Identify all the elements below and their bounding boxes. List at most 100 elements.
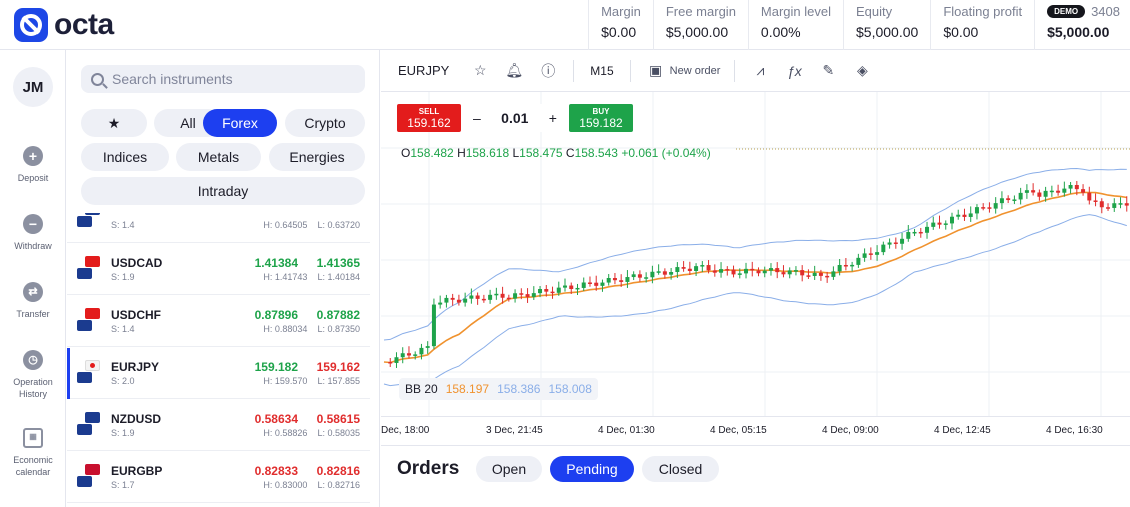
instrument-low: L: 1.40184	[317, 272, 360, 282]
tab-closed[interactable]: Closed	[642, 456, 719, 482]
metric-margin-level: Margin level 0.00%	[747, 0, 843, 50]
new-order-button[interactable]: New order	[669, 64, 721, 77]
candle-body	[712, 270, 717, 273]
timeframe-selector[interactable]: M15	[590, 63, 614, 78]
candle-body	[681, 267, 686, 269]
x-tick: 4 Dec, 16:30	[1046, 425, 1103, 436]
top-bar: octa Margin $0.00 Free margin $5,000.00 Ma…	[0, 0, 1130, 50]
candle-body	[425, 346, 430, 348]
instrument-high-low: H: 1.41743 L: 1.40184	[253, 272, 360, 282]
account-balance: $5,000.00	[1047, 24, 1110, 40]
tab-pending[interactable]: Pending	[550, 456, 634, 482]
instrument-bid[interactable]: 0.87896	[254, 308, 298, 322]
ohlc-o-label: O	[401, 146, 411, 160]
candle-body	[987, 207, 992, 209]
instrument-high: H: 0.58826	[263, 428, 308, 438]
rail-economic-calendar[interactable]: ▦ Economic calendar	[0, 428, 66, 478]
instrument-row-selected[interactable]: EURJPY S: 2.0 159.182 159.162 H: 159.570…	[67, 348, 370, 399]
candle-body	[737, 273, 742, 275]
info-icon[interactable]: ⓘ	[541, 62, 556, 79]
instrument-row[interactable]: USDCHF S: 1.4 0.87896 0.87882 H: 0.88034…	[67, 296, 370, 347]
plus-icon[interactable]: +	[548, 110, 557, 126]
instrument-row[interactable]: NZDUSD S: 1.9 0.58634 0.58615 H: 0.58826…	[67, 400, 370, 451]
buy-button[interactable]: BUY 159.182	[569, 104, 633, 132]
candle-body	[494, 293, 499, 296]
candle-body	[444, 297, 449, 303]
candlestick-chart[interactable]	[381, 92, 1130, 416]
filter-metals[interactable]: Metals	[176, 143, 261, 171]
instrument-bid[interactable]: 159.182	[254, 360, 298, 374]
instrument-spread: S: 2.0	[111, 376, 135, 386]
candle-body	[594, 282, 599, 286]
chart-panel: EURJPY ☆ 🔔︎ ⓘ M15 ▣ New order ⩘ ƒx ✎ ◈ S…	[381, 50, 1130, 445]
new-order-icon[interactable]: ▣	[649, 62, 663, 78]
metric-label: Margin	[601, 4, 641, 19]
instrument-row[interactable]: USDCAD S: 1.9 1.41384 1.41365 H: 1.41743…	[67, 244, 370, 295]
minus-icon[interactable]: –	[473, 110, 481, 126]
filter-forex[interactable]: Forex	[203, 109, 277, 137]
instrument-bid[interactable]: 0.58634	[254, 412, 298, 426]
instrument-row[interactable]: EURGBP S: 1.7 0.82833 0.82816 H: 0.83000…	[67, 452, 370, 503]
search-input[interactable]	[112, 71, 352, 87]
instrument-low: L: 0.58035	[317, 428, 360, 438]
candle-body	[563, 285, 568, 288]
instrument-bid[interactable]: 1.41384	[254, 256, 298, 270]
candle-body	[400, 353, 405, 358]
account-selector[interactable]: DEMO 3408 $5,000.00	[1034, 0, 1130, 50]
instrument-bid[interactable]: 0.82833	[254, 464, 298, 478]
instrument-low: L: 157.855	[317, 376, 360, 386]
instrument-high: H: 0.83000	[263, 480, 308, 490]
avatar[interactable]: JM	[13, 67, 53, 107]
filter-favorites[interactable]: ★	[81, 109, 147, 137]
filter-crypto[interactable]: Crypto	[285, 109, 365, 137]
octa-logo[interactable]: octa	[14, 7, 114, 43]
filter-energies[interactable]: Energies	[269, 143, 365, 171]
bollinger-legend[interactable]: BB 20 158.197 158.386 158.008	[399, 378, 598, 400]
orders-panel: Orders Open Pending Closed	[381, 445, 1130, 507]
candle-body	[456, 299, 461, 303]
instrument-ask[interactable]: 0.82816	[316, 464, 360, 478]
ohlc-l-label: L	[512, 146, 520, 160]
layers-icon[interactable]: ◈	[857, 62, 868, 78]
candle-body	[993, 203, 998, 209]
fx-icon[interactable]: ƒx	[786, 62, 802, 79]
chart-symbol[interactable]: EURJPY	[398, 63, 450, 78]
bell-icon[interactable]: 🔔︎	[505, 62, 524, 78]
instrument-high-low: H: 0.58826 L: 0.58035	[253, 428, 360, 438]
search-box[interactable]	[81, 65, 365, 93]
instrument-ask[interactable]: 159.162	[316, 360, 360, 374]
instrument-symbol: USDCAD	[111, 256, 163, 270]
candle-body	[1124, 203, 1129, 206]
volume-value[interactable]: 0.01	[501, 110, 529, 126]
instrument-low: L: 0.82716	[317, 480, 360, 490]
brand-name: octa	[54, 8, 114, 41]
candle-body	[856, 257, 861, 265]
instrument-spread: S: 1.9	[111, 272, 135, 282]
filter-intraday[interactable]: Intraday	[81, 177, 365, 205]
instrument-high-low: H: 0.83000 L: 0.82716	[253, 480, 360, 490]
instrument-row[interactable]: S: 1.4 H: 0.64505 L: 0.63720	[67, 213, 370, 243]
rail-deposit[interactable]: + Deposit	[0, 146, 66, 184]
ohlc-readout: O158.482 H158.618 L158.475 C158.543 +0.0…	[401, 146, 711, 160]
rail-transfer[interactable]: ⇄ Transfer	[0, 282, 66, 320]
candle-body	[669, 271, 674, 275]
candle-body	[1031, 190, 1036, 193]
filter-indices[interactable]: Indices	[81, 143, 169, 171]
instrument-ask[interactable]: 1.41365	[316, 256, 360, 270]
candle-body	[931, 222, 936, 227]
star-outline-icon[interactable]: ☆	[474, 62, 487, 78]
pencil-icon[interactable]: ✎	[822, 62, 835, 78]
instrument-ask[interactable]: 0.58615	[316, 412, 360, 426]
rail-withdraw[interactable]: − Withdraw	[0, 214, 66, 252]
tab-open[interactable]: Open	[476, 456, 542, 482]
candle-body	[862, 253, 867, 258]
metric-floating-profit: Floating profit $0.00	[930, 0, 1034, 50]
sell-button[interactable]: SELL 159.162	[397, 104, 461, 132]
instrument-ask[interactable]: 0.87882	[316, 308, 360, 322]
candle-body	[463, 298, 468, 303]
metric-margin: Margin $0.00	[588, 0, 653, 50]
rail-operation-history[interactable]: ◷ Operation History	[0, 350, 66, 400]
candle-body	[750, 268, 755, 271]
indicators-icon[interactable]: ⩘	[756, 62, 765, 78]
x-tick: 4 Dec, 09:00	[822, 425, 879, 436]
